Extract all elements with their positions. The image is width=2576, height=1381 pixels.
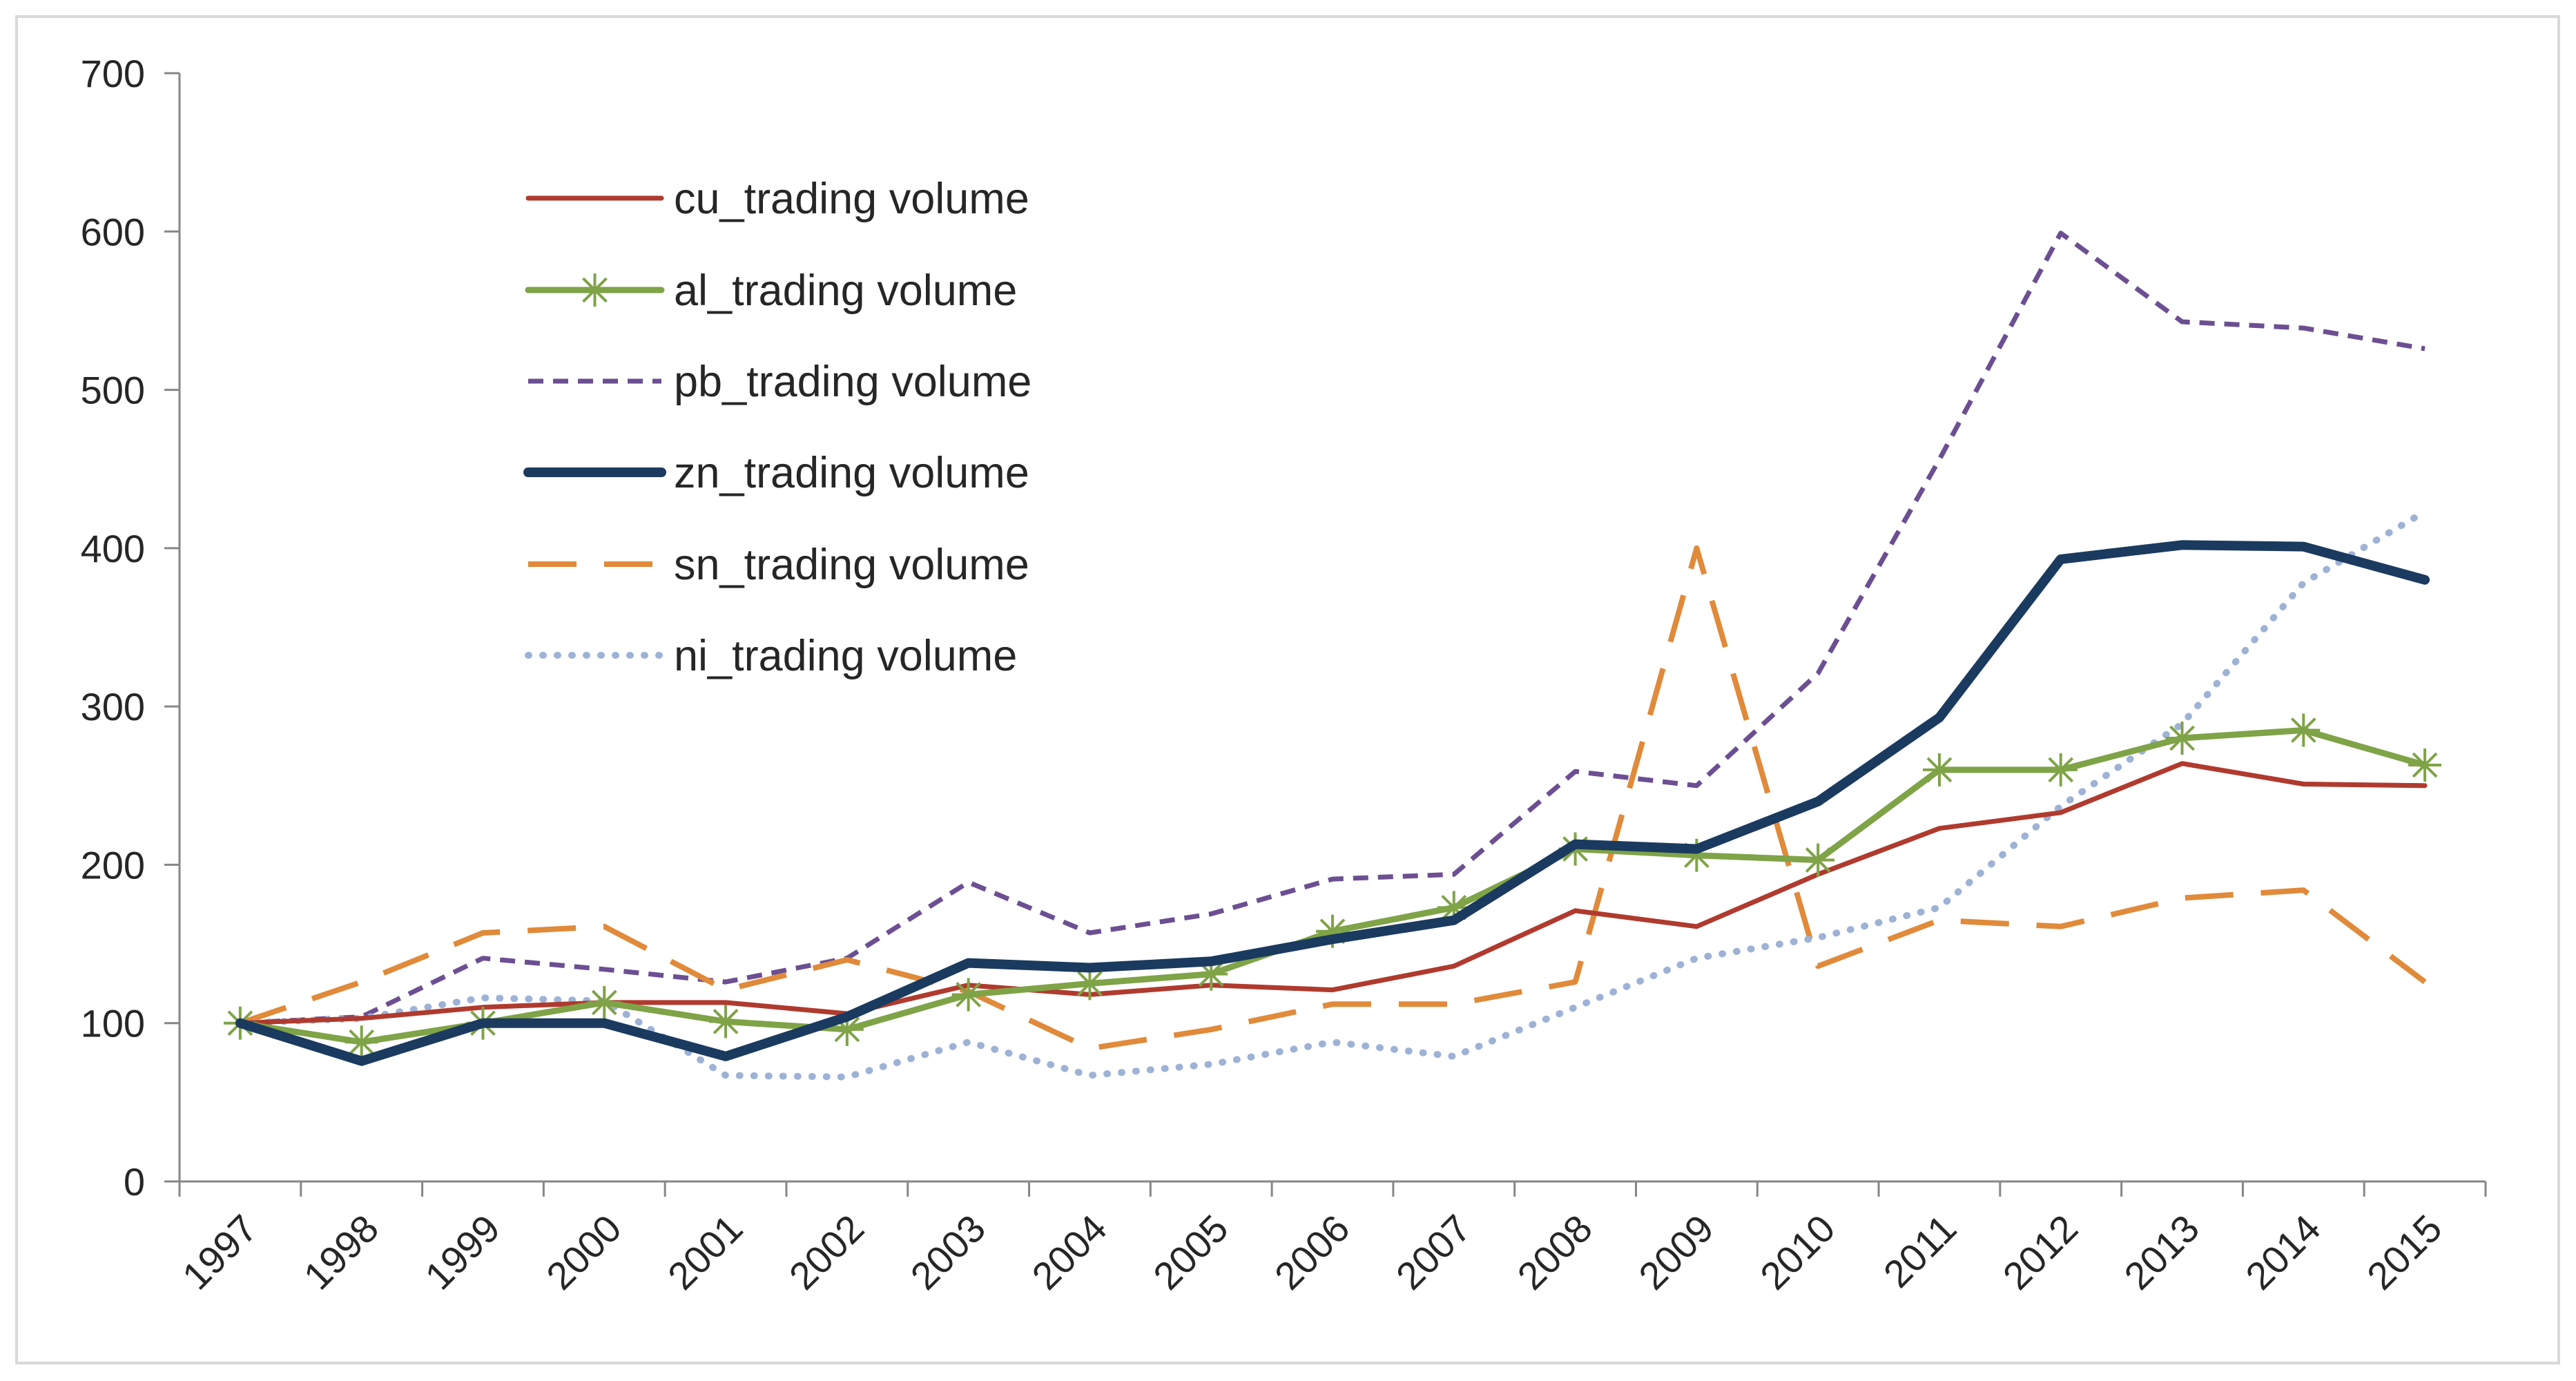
data-point-al [345, 1025, 378, 1059]
y-tick-label: 100 [81, 1002, 145, 1045]
series-line-pb [240, 231, 2425, 1026]
x-tick-label: 2010 [1752, 1206, 1843, 1298]
x-tick-label: 1999 [416, 1206, 508, 1298]
star-marker-stroke [582, 277, 608, 303]
star-marker-stroke [1805, 847, 1831, 873]
chart-axes [178, 73, 2486, 1183]
series-line-sn [239, 545, 2427, 1052]
legend-label-zn: zn_trading volume [674, 449, 1029, 497]
line-chart: 0 100 200 300 400 500 600 700 1997 1998 1999 2000 2… [81, 52, 2487, 1298]
chart-frame: 0 100 200 300 400 500 600 700 1997 1998 1999 2000 2… [15, 15, 2560, 1364]
x-tick-label: 2008 [1509, 1206, 1600, 1298]
data-point-al [1922, 753, 1956, 786]
star-marker-stroke [591, 989, 617, 1016]
x-tick-label: 2002 [781, 1206, 873, 1298]
star-marker-stroke [2412, 752, 2438, 778]
data-point-al [2044, 753, 2078, 786]
x-tick-label: 2012 [1995, 1206, 2086, 1298]
x-tick-label: 1997 [174, 1206, 266, 1298]
y-tick-label: 200 [81, 843, 145, 887]
star-marker-stroke [1198, 961, 1224, 987]
legend-marker-al [578, 273, 612, 307]
x-tick-label: 2004 [1023, 1206, 1115, 1298]
series-line-al [237, 727, 2428, 1045]
x-tick-label: 2011 [1875, 1206, 1965, 1296]
x-tick-label: 2015 [2359, 1206, 2450, 1298]
series-lines [223, 231, 2442, 1081]
data-point-al [709, 1005, 743, 1039]
x-tick-label: 2013 [2115, 1206, 2207, 1298]
x-tick-label: 2014 [2237, 1206, 2329, 1298]
y-tick-label: 300 [81, 685, 145, 728]
y-tick-label: 500 [81, 369, 145, 412]
x-tick-label: 2003 [902, 1206, 994, 1298]
star-marker-stroke [956, 982, 982, 1007]
y-tick-label: 700 [81, 52, 145, 95]
star-marker-stroke [2290, 717, 2316, 743]
star-marker-stroke [713, 1009, 739, 1034]
x-tick-label: 2007 [1388, 1206, 1480, 1298]
data-point-al [951, 978, 985, 1012]
x-tick-label: 2000 [538, 1206, 630, 1298]
x-tick-label: 2006 [1266, 1206, 1358, 1298]
star-marker-stroke [2169, 725, 2195, 751]
x-tick-label: 2005 [1145, 1206, 1237, 1298]
data-point-al [2165, 722, 2199, 755]
star-marker-stroke [1926, 757, 1953, 783]
y-tick-label: 600 [81, 210, 145, 253]
star-marker-stroke [1441, 894, 1467, 920]
data-point-al [2287, 713, 2321, 747]
x-tick-label: 2001 [659, 1206, 751, 1298]
legend-label-sn: sn_trading volume [674, 541, 1029, 589]
data-point-al [2408, 748, 2442, 782]
legend-label-al: al_trading volume [674, 267, 1017, 315]
star-marker-stroke [834, 1016, 860, 1043]
legend-label-pb: pb_trading volume [674, 358, 1032, 406]
legend: cu_trading volume al_trading volume pb_tra… [523, 175, 1032, 680]
y-tick-label: 400 [81, 527, 145, 570]
x-axis-ticks: 1997 1998 1999 2000 2001 2002 2003 2004 2005 2006… [174, 1181, 2487, 1298]
star-marker-stroke [2048, 757, 2074, 783]
y-axis-ticks: 0 100 200 300 400 500 600 700 [81, 52, 180, 1204]
series-line-cu [238, 761, 2428, 1026]
legend-label-cu: cu_trading volume [674, 175, 1029, 223]
legend-label-ni: ni_trading volume [674, 632, 1017, 680]
data-point-al [1801, 843, 1835, 877]
data-point-al [588, 985, 621, 1019]
star-marker-stroke [1077, 971, 1103, 996]
star-marker-stroke [349, 1029, 375, 1055]
x-tick-label: 2009 [1630, 1206, 1722, 1298]
y-tick-label: 0 [124, 1160, 145, 1204]
series-line-zn [235, 540, 2430, 1066]
x-tick-label: 1998 [296, 1206, 387, 1298]
